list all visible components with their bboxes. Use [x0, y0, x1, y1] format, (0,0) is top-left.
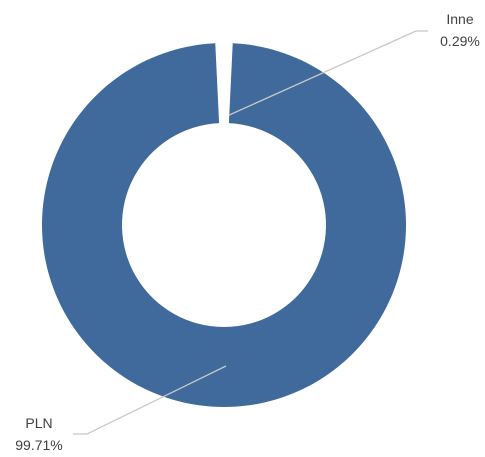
data-label-value-pln: 99.71% — [15, 437, 62, 452]
slice-inne — [215, 42, 233, 124]
data-label-value-inne: 0.29% — [440, 33, 480, 49]
leader-line-inne — [228, 30, 428, 116]
leader-lines-layer — [73, 30, 428, 435]
data-label-category-pln: PLN — [25, 415, 52, 431]
data-label-category-inne: Inne — [446, 11, 473, 27]
slices-layer — [41, 42, 406, 407]
data-labels-layer: Inne 0.29% PLN 99.71% — [15, 11, 480, 453]
leader-line-pln — [73, 365, 227, 435]
slice-pln — [41, 43, 406, 407]
